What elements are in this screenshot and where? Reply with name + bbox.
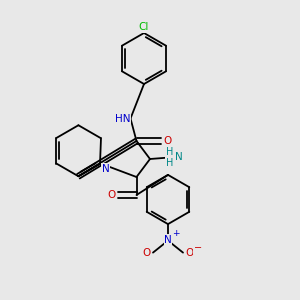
Text: O: O	[142, 248, 151, 258]
Text: H: H	[166, 147, 173, 157]
Text: O: O	[108, 190, 116, 200]
Text: H: H	[166, 158, 173, 168]
Text: O: O	[185, 248, 194, 258]
Text: −: −	[194, 243, 202, 253]
Text: +: +	[172, 230, 179, 238]
Text: Cl: Cl	[139, 22, 149, 32]
Text: N: N	[164, 235, 172, 245]
Text: O: O	[163, 136, 171, 146]
Text: N: N	[175, 152, 183, 163]
Text: N: N	[102, 164, 110, 174]
Text: HN: HN	[115, 113, 131, 124]
